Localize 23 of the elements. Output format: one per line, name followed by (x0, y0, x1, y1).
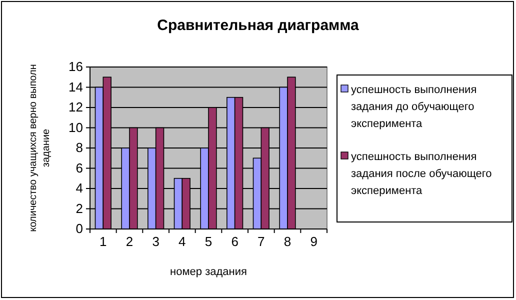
y-tick-label: 4 (76, 180, 83, 196)
x-tick-label: 4 (178, 234, 186, 250)
y-tick-label: 14 (68, 79, 83, 94)
y-tick-label: 12 (68, 100, 83, 115)
x-tick-label: 3 (152, 234, 160, 250)
y-tick-label: 10 (68, 120, 83, 135)
legend-label: успешность выполнения задания до обучающего эксперимента (351, 84, 477, 130)
x-tick-label: 1 (100, 234, 107, 250)
x-tick-label: 6 (231, 234, 238, 250)
y-tick-label: 0 (76, 221, 83, 236)
y-tick-label: 8 (76, 140, 83, 156)
legend-label: успешность выполнения задания после обучающего эксперимента (351, 151, 492, 197)
x-tick-label: 7 (258, 234, 265, 250)
x-tick-label: 5 (204, 234, 212, 250)
x-tick-label: 8 (284, 234, 292, 250)
x-axis-title: номер задания (170, 266, 247, 278)
y-axis-title: количество учащихся верно выполн задание (28, 64, 52, 232)
x-tick-label: 2 (126, 234, 134, 250)
y-tick-label: 16 (68, 59, 83, 74)
y-tick-label: 6 (76, 160, 83, 176)
y-tick-label: 2 (76, 200, 83, 216)
x-tick-label: 9 (310, 234, 318, 250)
chart-title: Сравнительная диаграмма (157, 17, 360, 34)
